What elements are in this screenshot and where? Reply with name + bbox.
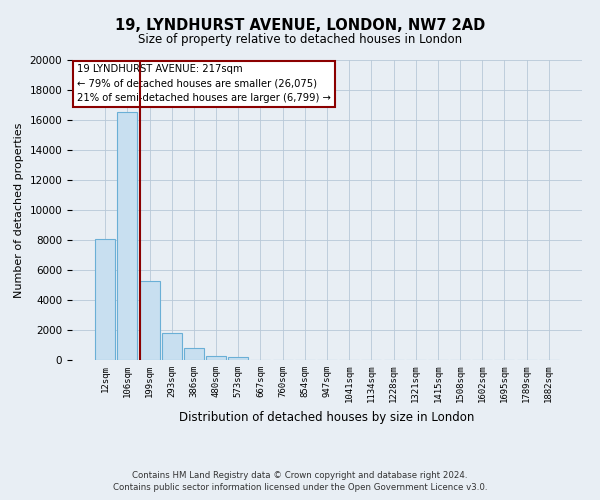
Y-axis label: Number of detached properties: Number of detached properties [14,122,24,298]
Bar [162,333,182,360]
Bar [206,356,226,360]
X-axis label: Distribution of detached houses by size in London: Distribution of detached houses by size … [179,411,475,424]
Text: 19, LYNDHURST AVENUE, LONDON, NW7 2AD: 19, LYNDHURST AVENUE, LONDON, NW7 2AD [115,18,485,32]
Bar [95,238,115,360]
Bar [228,357,248,360]
Bar [140,280,160,360]
Text: Contains HM Land Registry data © Crown copyright and database right 2024.
Contai: Contains HM Land Registry data © Crown c… [113,471,487,492]
Bar [184,348,204,360]
Text: 19 LYNDHURST AVENUE: 217sqm
← 79% of detached houses are smaller (26,075)
21% of: 19 LYNDHURST AVENUE: 217sqm ← 79% of det… [77,64,331,104]
Text: Size of property relative to detached houses in London: Size of property relative to detached ho… [138,32,462,46]
Bar [118,112,137,360]
